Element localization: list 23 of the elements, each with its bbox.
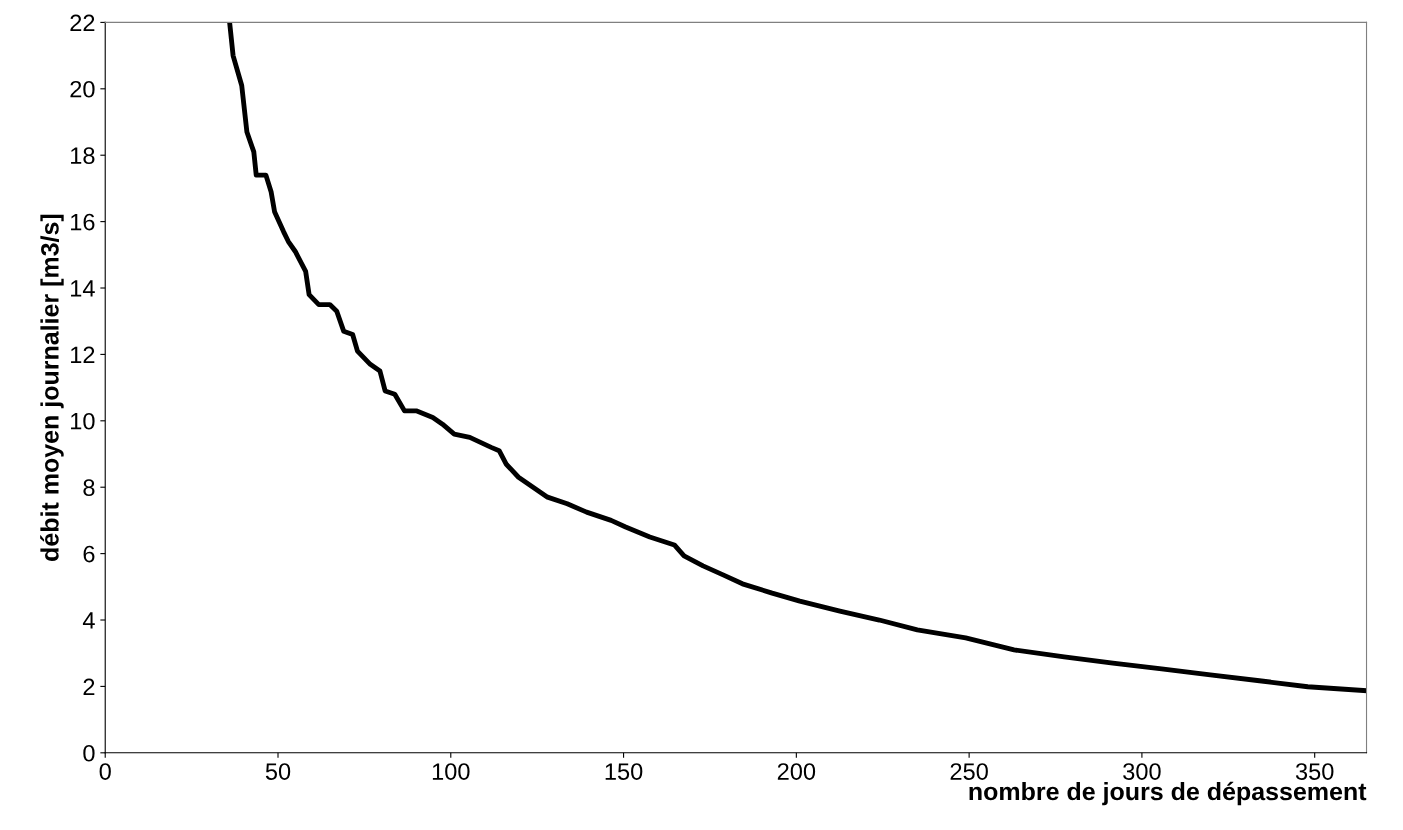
y-tick-label: 2: [83, 678, 95, 695]
y-tick-label: 14: [71, 280, 95, 297]
x-tick-label: 150: [605, 763, 643, 780]
y-tick-label: 8: [83, 479, 95, 496]
line-series: [227, 22, 1367, 694]
y-tick-label: 16: [71, 213, 95, 231]
y-tick-label: 18: [71, 147, 95, 164]
y-tick-label: 12: [71, 346, 95, 363]
y-tick-label: 6: [83, 545, 95, 563]
y-tick-label: 4: [82, 612, 95, 629]
y-tick-label: 10: [71, 412, 95, 430]
y-axis-title: débit moyen journalier [m3/s]: [40, 214, 64, 561]
x-axis-title: nombre de jours de dépassement: [969, 781, 1367, 806]
x-tick-label: 0: [99, 763, 111, 780]
x-tick-label: 50: [265, 763, 291, 780]
x-tick-label: 250: [950, 763, 988, 780]
y-tick-label: 20: [70, 80, 95, 98]
x-tick-label: 300: [1123, 763, 1161, 780]
x-tick-label: 350: [1295, 763, 1334, 780]
y-tick-label: 22: [70, 14, 95, 31]
x-tick-label: 200: [777, 763, 816, 780]
x-tick-label: 100: [432, 763, 470, 780]
y-tick-label: 0: [83, 744, 95, 762]
